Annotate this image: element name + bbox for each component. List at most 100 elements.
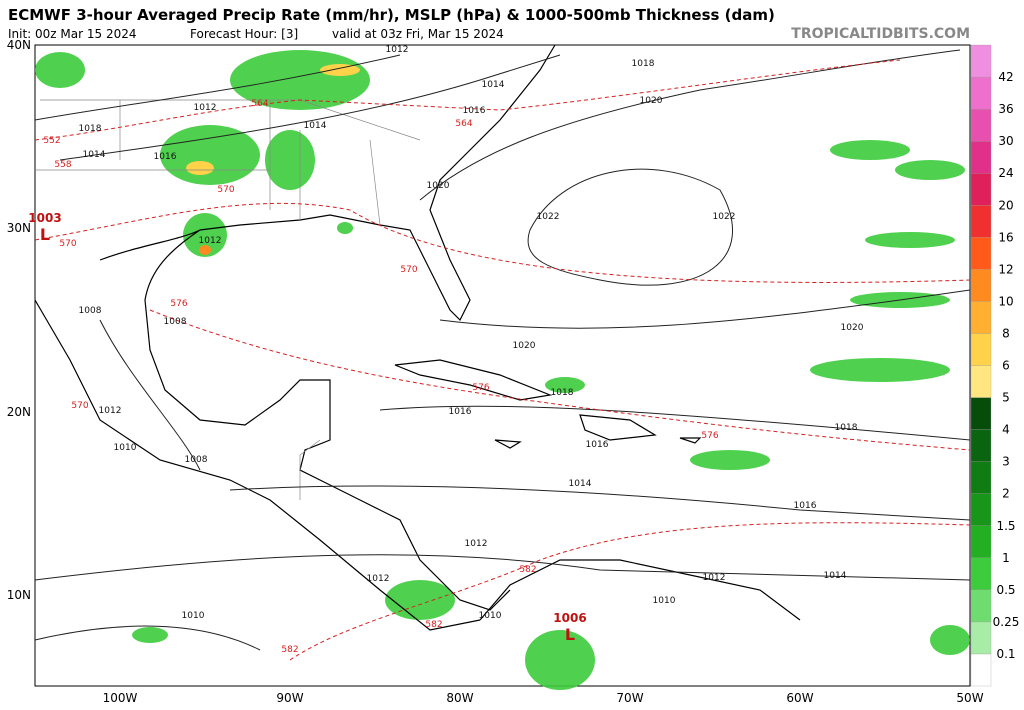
colorbar-label: 36 [998,102,1013,116]
colorbar-label: 2 [1002,487,1010,501]
coastlines [34,44,801,631]
thickness-label: 582 [519,565,536,575]
colorbar-swatch [970,621,992,655]
colorbar-label: 0.5 [996,583,1015,597]
colorbar-label: 0.25 [993,615,1020,629]
colorbar-label: 30 [998,134,1013,148]
thickness-label: 564 [455,119,472,129]
colorbar-label: 12 [998,262,1013,276]
thickness [34,59,971,661]
colorbar: 0.1 0.25 0.5 1 1.5 2 3 4 5 6 8 10 12 16 20 24 30 36 42 [970,44,1020,687]
colorbar-swatch [970,525,992,558]
thickness-label: 564 [251,99,268,109]
isobar-label: 1022 [713,212,736,222]
colorbar-swatch [970,108,992,142]
colorbar-swatch [970,76,992,110]
isobar-label: 1012 [386,45,409,55]
colorbar-swatch [970,589,992,623]
thickness-label: 576 [701,431,718,441]
isobar-label: 1014 [569,479,592,489]
lat-label: 20N [7,405,31,419]
low-pressure: 1006 [553,611,586,625]
isobar-label: 1020 [427,181,450,191]
lat-label: 30N [7,221,31,235]
isobar-label: 1014 [824,571,847,581]
thickness-label: 576 [472,383,489,393]
colorbar-swatch [970,429,992,462]
isobar-label: 1012 [703,573,726,583]
low-pressure: 1003 [28,211,61,225]
map: 1012 1018 1014 1012 1016 1014 1018 1014 1016 1020… [28,44,971,690]
colorbar-swatch [970,365,992,398]
isobar-label: 1018 [551,388,574,398]
source: TROPICALTIDBITS.COM [791,26,970,42]
colorbar-swatch [970,461,992,494]
isobar-label: 1012 [199,236,222,246]
forecast-hour: Forecast Hour: [3] [190,27,298,41]
isobar-label: 1010 [653,596,676,606]
colorbar-swatch [970,333,992,366]
colorbar-label: 4 [1002,423,1010,437]
thickness-label: 582 [281,645,298,655]
colorbar-label: 8 [1002,326,1010,340]
thickness-label: 558 [54,160,71,170]
init: Init: 00z Mar 15 2024 [8,27,137,41]
isobar-label: 1010 [114,443,137,453]
isobar-label: 1008 [79,306,102,316]
lon-label: 60W [786,691,813,705]
isobar-label: 1018 [835,423,858,433]
colorbar-label: 24 [998,166,1013,180]
title: ECMWF 3-hour Averaged Precip Rate (mm/hr… [8,6,775,24]
isobar-label: 1010 [182,611,205,621]
isobar-label: 1020 [513,341,536,351]
isobar-label: 1022 [537,212,560,222]
isobar-label: 1016 [154,152,177,162]
colorbar-label: 3 [1002,455,1010,469]
thickness-label: 576 [170,299,187,309]
lon-label: 90W [276,691,303,705]
isobar-label: 1014 [482,80,505,90]
isobar-label: 1016 [449,407,472,417]
valid-time: valid at 03z Fri, Mar 15 2024 [332,27,504,41]
colorbar-swatch [970,269,992,302]
isobar-label: 1014 [304,121,327,131]
colorbar-swatch [970,397,992,430]
colorbar-swatch [970,44,992,78]
lon-label: 50W [956,691,983,705]
colorbar-swatch [970,493,992,526]
colorbar-label: 1.5 [996,519,1015,533]
colorbar-label: 42 [998,70,1013,84]
colorbar-swatch [970,205,992,238]
isobar-label: 1008 [164,317,187,327]
isobar-label: 1018 [79,124,102,134]
isobar-label: 1012 [465,539,488,549]
colorbar-label: 6 [1002,359,1010,373]
thickness-label: 570 [217,185,234,195]
colorbar-label: 10 [998,294,1013,308]
thickness-label: 570 [400,265,417,275]
isobar-label: 1016 [794,501,817,511]
colorbar-swatch [970,301,992,334]
thickness-label: 552 [43,136,60,146]
thickness-label: 570 [59,239,76,249]
isobar-label: 1012 [99,406,122,416]
colorbar-label: 5 [1002,391,1010,405]
isobar-label: 1016 [586,440,609,450]
isobar-label: 1014 [83,150,106,160]
low-symbol: L [40,225,50,244]
colorbar-swatch [970,237,992,270]
isobar-label: 1010 [479,611,502,621]
isobar-label: 1012 [194,103,217,113]
lon-label: 100W [103,691,138,705]
colorbar-swatch [970,557,992,590]
thickness-label: 570 [71,401,88,411]
isobar-label: 1012 [367,574,390,584]
isobar-label: 1018 [632,59,655,69]
lat-label: 10N [7,588,31,602]
low-symbol: L [565,625,575,644]
isobar-label: 1020 [640,96,663,106]
colorbar-label: 16 [998,230,1013,244]
isobar-label: 1016 [463,106,486,116]
colorbar-swatch [970,173,992,206]
lon-label: 70W [616,691,643,705]
